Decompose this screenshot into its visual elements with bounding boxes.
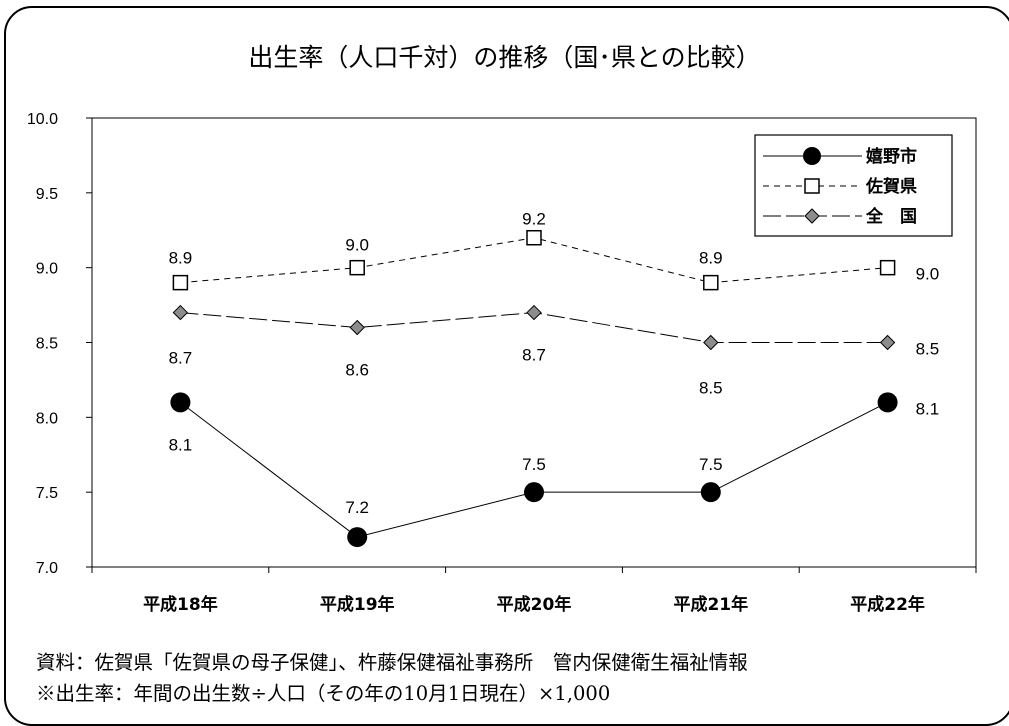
data-point-marker [349, 319, 365, 336]
data-point-marker [172, 274, 189, 291]
y-tick-label: 7.5 [36, 485, 58, 502]
chart-title: 出生率（人口千対）の推移（国･県との比較） [248, 43, 761, 72]
y-tick-label: 8.0 [36, 410, 58, 427]
source-note: 資料：佐賀県「佐賀県の母子保健」、杵藤保健福祉事務所 管内保健衛生福祉情報 [36, 651, 748, 674]
data-label: 8.7 [169, 349, 193, 368]
x-tick-label: 平成20年 [497, 594, 572, 615]
data-label: 9.2 [522, 210, 546, 229]
y-tick-label: 7.0 [36, 560, 58, 577]
data-point-marker [703, 334, 719, 351]
y-tick-label: 10.0 [27, 111, 58, 128]
y-tick-label: 9.5 [36, 186, 58, 203]
data-label: 8.9 [169, 249, 193, 268]
legend-marker [803, 147, 821, 165]
x-tick-label: 平成22年 [850, 594, 925, 615]
legend-label: 全 国 [865, 206, 917, 227]
data-point-marker [879, 259, 896, 276]
legend-label: 嬉野市 [865, 146, 917, 167]
x-tick-label: 平成18年 [143, 594, 218, 615]
data-point-marker [879, 334, 896, 351]
data-label: 8.5 [916, 340, 940, 359]
data-point-marker [700, 482, 721, 503]
data-point-marker [526, 229, 542, 246]
data-label: 7.2 [345, 498, 369, 517]
data-point-marker [524, 482, 544, 503]
y-tick-label: 8.5 [36, 336, 58, 353]
data-label: 8.9 [699, 249, 723, 268]
data-label: 7.5 [522, 455, 546, 474]
data-label: 7.5 [699, 455, 723, 474]
x-tick-label: 平成19年 [320, 594, 395, 615]
data-point-marker [703, 274, 719, 291]
data-point-marker [877, 392, 898, 413]
data-point-marker [349, 259, 365, 276]
legend-marker [804, 178, 820, 194]
data-point-marker [347, 527, 368, 548]
data-label: 8.7 [522, 346, 546, 365]
data-point-marker [170, 392, 191, 413]
data-label: 8.6 [345, 361, 369, 380]
data-point-marker [172, 304, 189, 321]
data-point-marker [526, 304, 542, 321]
data-label: 8.1 [169, 435, 193, 454]
definition-note: ※出生率：年間の出生数÷人口（その年の10月1日現在）×1,000 [36, 682, 611, 705]
legend-marker [804, 208, 820, 224]
data-label: 8.1 [916, 399, 940, 418]
data-label: 8.5 [699, 379, 723, 398]
data-label: 9.0 [916, 265, 940, 284]
legend-label: 佐賀県 [865, 176, 917, 197]
x-tick-label: 平成21年 [673, 594, 748, 615]
y-tick-label: 9.0 [36, 261, 58, 278]
data-label: 9.0 [345, 236, 369, 255]
